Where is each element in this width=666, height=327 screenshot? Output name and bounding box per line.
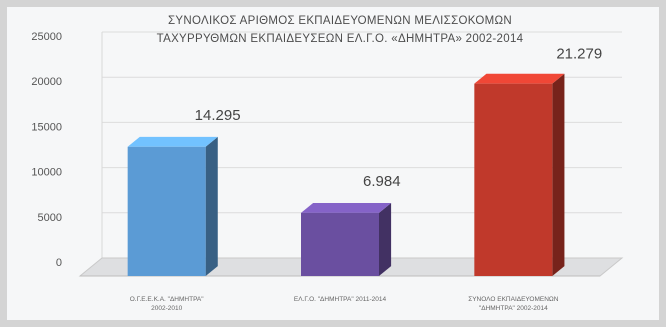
y-tick-label: 5000: [38, 212, 62, 224]
data-label: 21.279: [556, 46, 602, 63]
data-label: 6.984: [363, 173, 401, 190]
bar-side: [205, 136, 218, 276]
bars: [127, 73, 565, 276]
x-tick-label: ΕΛ.Γ.Ο. "ΔΗΜΗΤΡΑ" 2011-2014: [294, 296, 387, 303]
x-tick-label: ΣΥΝΟΛΟ ΕΚΠΑΙΔΕΥΟΜΕΝΩΝ: [468, 296, 559, 303]
y-tick-label: 0: [56, 257, 62, 269]
chart-title: ΣΥΝΟΛΙΚΟΣ ΑΡΙΘΜΟΣ ΕΚΠΑΙΔΕΥΟΜΕΝΩΝ ΜΕΛΙΣΣΟ…: [168, 15, 512, 27]
x-tick-label: "ΔΗΜΗΤΡΑ" 2002-2014: [479, 305, 548, 312]
bar-front: [301, 212, 379, 276]
bar-top: [127, 136, 218, 147]
data-labels: 14.295 6.984 21.279: [195, 46, 603, 190]
bar: [474, 73, 565, 276]
x-tick-label: Ο.Γ.Ε.Ε.Κ.Α. "ΔΗΜΗΤΡΑ": [130, 296, 205, 303]
bar-front: [474, 83, 553, 276]
bar-top: [301, 202, 392, 213]
y-tick-label: 20000: [31, 76, 62, 88]
bar: [301, 202, 392, 276]
bar-side: [379, 202, 392, 276]
data-label: 14.295: [195, 107, 241, 124]
bar: [127, 136, 218, 276]
y-axis: 0 5000 10000 15000 20000 25000: [31, 31, 62, 269]
bar-side: [552, 73, 565, 276]
chart-subtitle: ΤΑΧΥΡΡΥΘΜΩΝ ΕΚΠΑΙΔΕΥΣΕΩΝ ΕΛ.Γ.Ο. «ΔΗΜΗΤΡ…: [156, 33, 524, 45]
x-axis: Ο.Γ.Ε.Ε.Κ.Α. "ΔΗΜΗΤΡΑ" 2002-2010 ΕΛ.Γ.Ο. "…: [130, 296, 559, 312]
bar-top: [474, 73, 565, 84]
y-tick-label: 10000: [31, 167, 62, 179]
bar-front: [127, 146, 206, 276]
x-tick-label: 2002-2010: [151, 305, 182, 312]
y-tick-label: 25000: [31, 31, 62, 43]
y-tick-label: 15000: [31, 121, 62, 133]
